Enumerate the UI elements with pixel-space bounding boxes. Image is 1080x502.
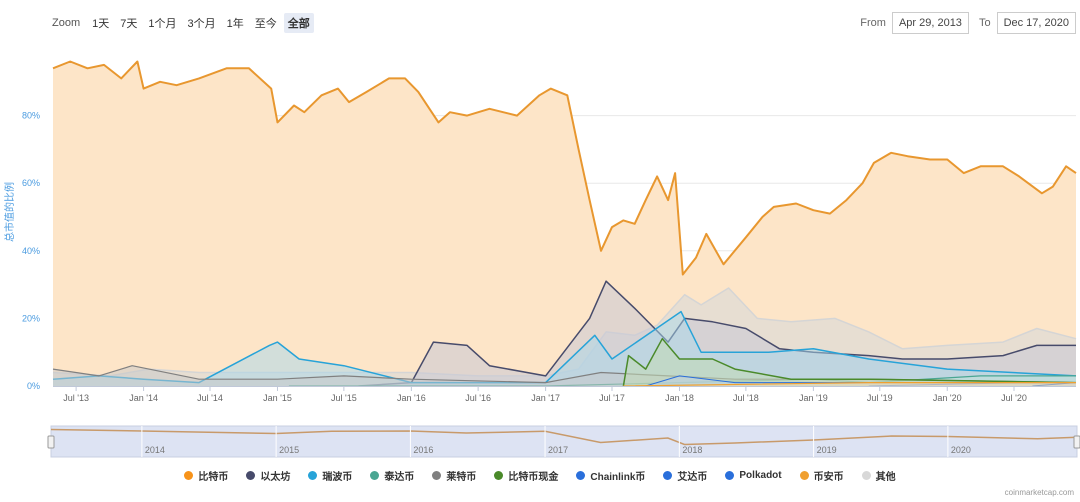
- y-tick-label: 40%: [22, 246, 40, 256]
- legend-item-chainlink[interactable]: Chainlink币: [576, 468, 645, 483]
- navigator-window: [50, 425, 1078, 458]
- x-tick-label: Jan '18: [665, 393, 694, 403]
- legend-item-polkadot[interactable]: Polkadot: [725, 468, 782, 483]
- navigator-label: 2016: [413, 445, 433, 455]
- x-tick-label: Jul '18: [733, 393, 759, 403]
- legend-label: 币安币: [813, 472, 844, 483]
- x-tick-label: Jan '14: [129, 393, 158, 403]
- navigator-line: [50, 428, 1078, 446]
- x-tick-label: Jul '20: [1001, 393, 1027, 403]
- y-axis-label: 总市值的比例: [3, 182, 16, 242]
- bch-line: [622, 337, 1077, 387]
- legend-item-bitcoin[interactable]: 比特币: [184, 468, 228, 483]
- legend-dot-icon: [725, 471, 735, 480]
- from-label: From: [860, 17, 886, 29]
- legend-dot-icon: [308, 471, 318, 480]
- ethereum-area: [358, 281, 1076, 386]
- zoom-toolbar: Zoom 1天 7天 1个月 3个月 1年 至今 全部: [52, 13, 317, 33]
- legend-label: 瑞波币: [322, 472, 353, 483]
- legend-item-tether[interactable]: 泰达币: [370, 468, 414, 483]
- legend-dot-icon: [663, 471, 673, 480]
- x-tick-label: Jul '17: [599, 393, 625, 403]
- legend-label: 以太坊: [260, 472, 291, 483]
- legend-dot-icon: [432, 471, 442, 480]
- legend-item-ripple[interactable]: 瑞波币: [308, 468, 352, 483]
- x-tick-label: Jul '19: [867, 393, 893, 403]
- x-tick-label: Jul '13: [63, 393, 89, 403]
- legend-label: Chainlink币: [590, 472, 646, 483]
- legend-dot-icon: [246, 471, 256, 480]
- legend-dot-icon: [494, 471, 504, 480]
- zoom-1d-button[interactable]: 1天: [92, 18, 110, 30]
- zoom-7d-button[interactable]: 7天: [120, 18, 138, 30]
- x-tick-label: Jan '17: [531, 393, 560, 403]
- navigator-label: 2015: [279, 445, 299, 455]
- navigator-label: 2017: [548, 445, 568, 455]
- from-date-input[interactable]: Apr 29, 2013: [891, 12, 969, 34]
- legend-dot-icon: [861, 471, 871, 480]
- to-date-input[interactable]: Dec 17, 2020: [996, 12, 1076, 34]
- legend-label: 莱特币: [446, 472, 477, 483]
- x-tick-label: Jan '16: [397, 393, 426, 403]
- zoom-label: Zoom: [52, 17, 81, 29]
- navigator-label: 2018: [682, 445, 702, 455]
- y-tick-label: 0%: [27, 381, 40, 391]
- zoom-3m-button[interactable]: 3个月: [187, 18, 216, 30]
- zoom-all-button[interactable]: 全部: [283, 13, 314, 33]
- navigator-label: 2019: [817, 445, 837, 455]
- legend-label: 其他: [875, 472, 896, 483]
- credits-text: coinmarketcap.com: [1004, 488, 1074, 497]
- date-range: From Apr 29, 2013 To Dec 17, 2020: [850, 12, 1076, 34]
- bitcoin-line: [52, 60, 1077, 276]
- zoom-1m-button[interactable]: 1个月: [148, 18, 177, 30]
- axis-layer: 0% 20% 40% 60% 80% Jul '13 Jan '14 Jul '14 Jan '…: [22, 111, 1076, 403]
- y-tick-label: 80%: [22, 111, 40, 121]
- navigator-label: 2020: [951, 445, 971, 455]
- legend-item-others[interactable]: 其他: [861, 468, 896, 483]
- x-tick-label: Jul '15: [331, 393, 357, 403]
- legend-dot-icon: [370, 471, 380, 480]
- navigator-left-handle[interactable]: [47, 435, 55, 449]
- y-tick-label: 60%: [22, 178, 40, 188]
- to-label: To: [978, 17, 991, 29]
- zoom-1y-button[interactable]: 1年: [226, 18, 244, 30]
- binance-area: [623, 382, 1076, 386]
- legend-label: 比特币现金: [508, 472, 559, 483]
- legend-label: 比特币: [198, 472, 229, 483]
- legend-item-bch[interactable]: 比特币现金: [494, 468, 558, 483]
- legend-item-litecoin[interactable]: 莱特币: [432, 468, 476, 483]
- bch-area: [623, 338, 1076, 386]
- legend-dot-icon: [184, 471, 194, 480]
- legend: 比特币 以太坊 瑞波币 泰达币 莱特币 比特币现金 Chainlink币 艾达币 Polkado…: [0, 468, 1080, 483]
- navigator-label: 2014: [145, 445, 165, 455]
- x-tick-label: Jul '14: [197, 393, 223, 403]
- binance-line: [623, 382, 1076, 387]
- navigator[interactable]: 2014 2015 2016 2017 2018 2019 2020: [47, 425, 1080, 458]
- legend-label: 艾达币: [677, 472, 708, 483]
- zoom-ytd-button[interactable]: 至今: [254, 18, 277, 30]
- legend-label: Polkadot: [739, 470, 782, 481]
- legend-dot-icon: [576, 471, 586, 480]
- bitcoin-area: [53, 61, 1076, 386]
- legend-dot-icon: [799, 471, 809, 480]
- series-layer: [52, 60, 1077, 387]
- legend-item-binance[interactable]: 币安币: [799, 468, 844, 483]
- x-tick-label: Jul '16: [465, 393, 491, 403]
- legend-label: 泰达币: [384, 472, 415, 483]
- x-tick-label: Jan '15: [263, 393, 292, 403]
- ripple-area: [53, 311, 1076, 386]
- legend-item-cardano[interactable]: 艾达币: [663, 468, 707, 483]
- navigator-right-handle[interactable]: [1073, 435, 1080, 449]
- legend-item-ethereum[interactable]: 以太坊: [246, 468, 290, 483]
- y-tick-label: 20%: [22, 313, 40, 323]
- x-tick-label: Jan '19: [799, 393, 828, 403]
- x-tick-label: Jan '20: [933, 393, 962, 403]
